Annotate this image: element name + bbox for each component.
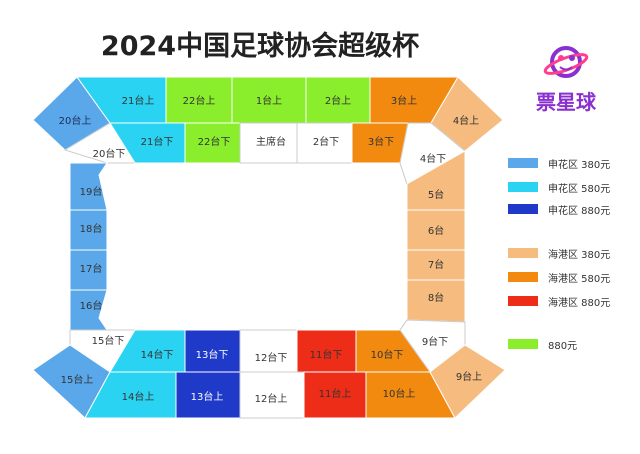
label-2-lower: 2台下 xyxy=(313,135,339,148)
label-21-upper: 21台上 xyxy=(122,94,155,107)
label-10-lower: 10台下 xyxy=(371,348,404,361)
legend-item: 海港区 880元 xyxy=(508,294,638,309)
label-1-upper: 1台上 xyxy=(256,94,282,107)
label-15-upper: 15台上 xyxy=(61,373,94,386)
label-11-upper: 11台上 xyxy=(319,387,352,400)
legend-swatch xyxy=(508,182,538,192)
legend-swatch xyxy=(508,158,538,168)
legend-label: 海港区 880元 xyxy=(548,298,611,309)
legend-item: 海港区 580元 xyxy=(508,270,638,285)
label-8: 8台 xyxy=(428,291,444,304)
label-9-upper: 9台上 xyxy=(456,370,482,383)
label-20-upper: 20台上 xyxy=(59,114,92,127)
legend-label: 880元 xyxy=(548,341,578,352)
legend-swatch xyxy=(508,204,538,214)
label-12-lower: 12台下 xyxy=(255,351,288,364)
label-13-upper: 13台上 xyxy=(191,390,224,403)
legend-swatch xyxy=(508,248,538,258)
label-4-upper: 4台上 xyxy=(453,114,479,127)
label-3-upper: 3台上 xyxy=(391,94,417,107)
label-main-stand: 主席台 xyxy=(256,135,286,148)
label-7: 7台 xyxy=(428,258,444,271)
legend-label: 申花区 580元 xyxy=(548,184,611,195)
section-16[interactable] xyxy=(69,289,108,331)
label-17: 17台 xyxy=(80,262,103,275)
legend-label: 申花区 380元 xyxy=(548,160,611,171)
page-title: 2024中国足球协会超级杯 xyxy=(100,31,420,62)
logo-text: 票星球 xyxy=(536,90,596,114)
legend-swatch xyxy=(508,339,538,349)
section-12-lower[interactable] xyxy=(239,329,298,373)
legend-swatch xyxy=(508,296,538,306)
label-13-lower: 13台下 xyxy=(196,348,229,361)
legend-item: 申花区 380元 xyxy=(508,156,638,171)
legend-item: 申花区 580元 xyxy=(508,180,638,195)
label-3-lower: 3台下 xyxy=(368,135,394,148)
label-10-upper: 10台上 xyxy=(383,387,416,400)
label-5: 5台 xyxy=(428,188,444,201)
label-18: 18台 xyxy=(80,222,103,235)
legend-item: 880元 xyxy=(508,337,638,352)
label-19: 19台 xyxy=(80,185,103,198)
label-15-lower: 15台下 xyxy=(92,334,125,347)
legend-item: 申花区 880元 xyxy=(508,202,638,217)
legend-swatch xyxy=(508,272,538,282)
legend-label: 海港区 380元 xyxy=(548,250,611,261)
legend-label: 海港区 580元 xyxy=(548,274,611,285)
label-6: 6台 xyxy=(428,224,444,237)
label-14-upper: 14台上 xyxy=(122,390,155,403)
label-4-lower: 4台下 xyxy=(420,152,446,165)
label-2-upper: 2台上 xyxy=(325,94,351,107)
ticket-star-logo: 票星球 xyxy=(518,40,614,120)
label-22-lower: 22台下 xyxy=(198,135,231,148)
label-12-upper: 12台上 xyxy=(255,392,288,405)
pitch-area xyxy=(98,162,408,331)
label-22-upper: 22台上 xyxy=(183,94,216,107)
section-9-lower[interactable] xyxy=(399,319,466,373)
legend-item: 海港区 380元 xyxy=(508,246,638,261)
section-9-upper[interactable] xyxy=(429,344,506,419)
planet-logo-icon xyxy=(543,46,589,78)
section-19[interactable] xyxy=(69,162,108,211)
label-9-lower: 9台下 xyxy=(422,335,448,348)
label-20-lower: 20台下 xyxy=(93,147,126,160)
label-11-lower: 11台下 xyxy=(310,348,343,361)
label-14-lower: 14台下 xyxy=(141,348,174,361)
label-16: 16台 xyxy=(80,299,103,312)
legend-label: 申花区 880元 xyxy=(548,206,611,217)
label-21-lower: 21台下 xyxy=(141,135,174,148)
